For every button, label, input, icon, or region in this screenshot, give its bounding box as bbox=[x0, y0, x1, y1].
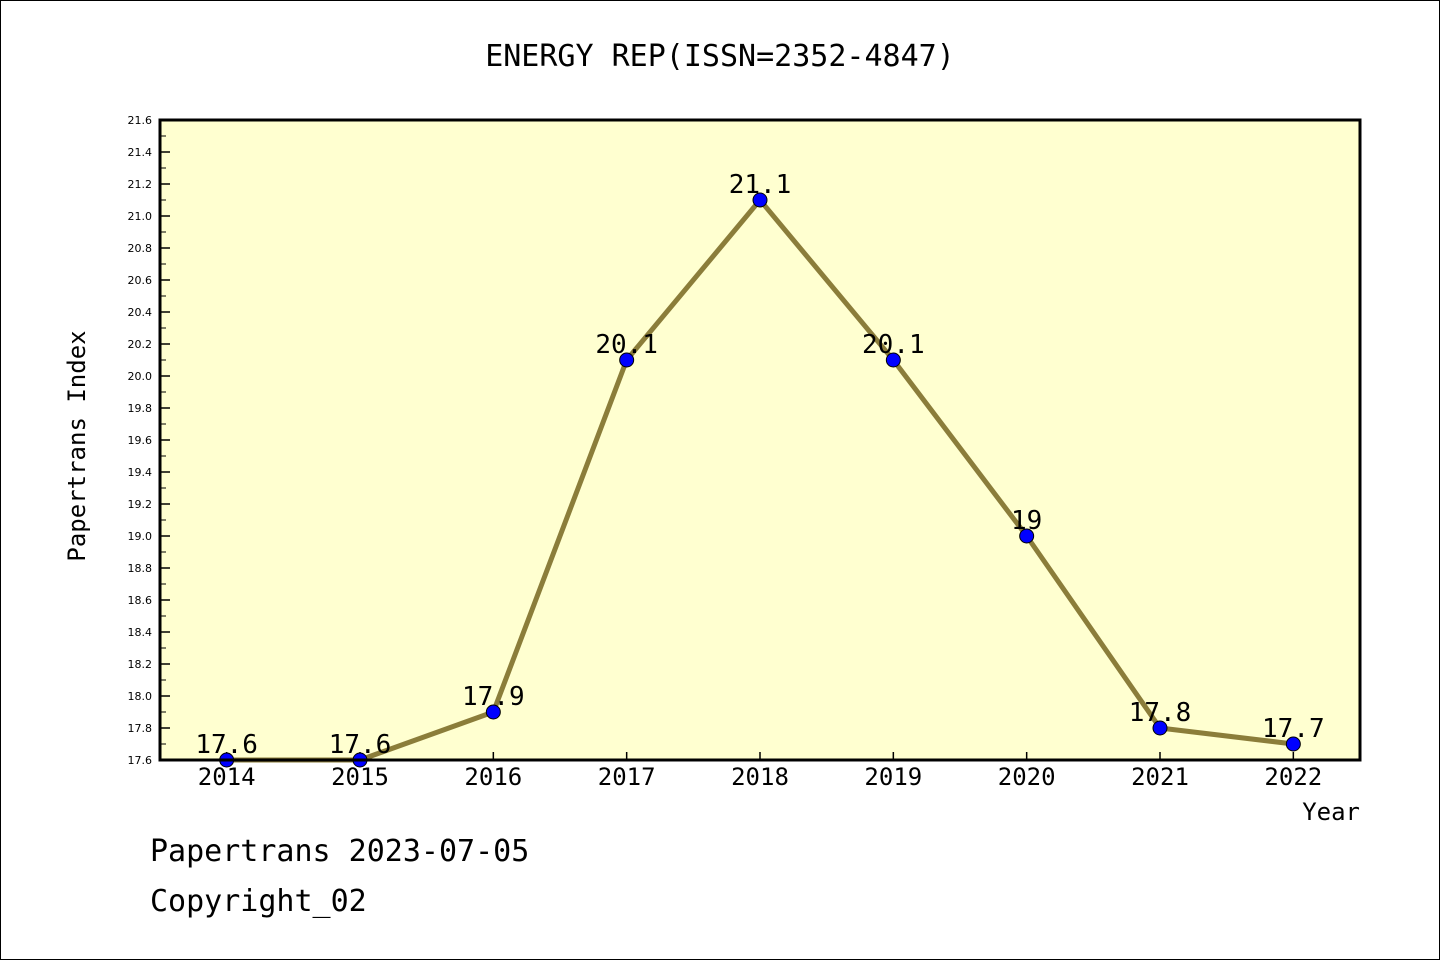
y-axis: 17.6 17.8 18.0 18.2 18.4 18.6 18.8 19.0 19.2 19.4… bbox=[128, 114, 170, 767]
x-tick-label: 2015 bbox=[331, 763, 389, 791]
y-tick-label: 19.4 bbox=[128, 466, 153, 479]
plot-area bbox=[160, 120, 1360, 760]
data-point bbox=[1152, 720, 1168, 736]
y-tick-label: 20.4 bbox=[128, 306, 153, 319]
footer-copyright-text: Copyright_02 bbox=[150, 884, 367, 919]
y-tick-label: 18.0 bbox=[128, 690, 153, 703]
data-label: 17.7 bbox=[1262, 714, 1325, 744]
data-label: 17.8 bbox=[1129, 698, 1192, 728]
data-point bbox=[1019, 528, 1035, 544]
data-label: 17.6 bbox=[195, 730, 258, 760]
data-label: 19 bbox=[1011, 506, 1042, 536]
y-tick-label: 17.8 bbox=[128, 722, 153, 735]
y-tick-label: 18.4 bbox=[128, 626, 153, 639]
x-tick-label: 2020 bbox=[998, 763, 1056, 791]
y-tick-label: 20.8 bbox=[128, 242, 153, 255]
y-tick-label: 21.2 bbox=[128, 178, 153, 191]
x-axis: 2014 2015 2016 2017 2018 2019 2020 2021 2022 bbox=[198, 752, 1322, 791]
data-point bbox=[1285, 736, 1301, 752]
y-axis-label: Papertrans Index bbox=[63, 330, 91, 561]
y-tick-label: 20.0 bbox=[128, 370, 153, 383]
x-tick-label: 2019 bbox=[864, 763, 922, 791]
x-tick-label: 2018 bbox=[731, 763, 789, 791]
y-tick-label: 18.6 bbox=[128, 594, 153, 607]
y-tick-label: 18.8 bbox=[128, 562, 153, 575]
y-tick-label: 17.6 bbox=[128, 754, 153, 767]
plot-border bbox=[158, 118, 1362, 762]
y-tick-label: 19.2 bbox=[128, 498, 153, 511]
x-tick-label: 2016 bbox=[464, 763, 522, 791]
y-tick-label: 21.0 bbox=[128, 210, 153, 223]
footer-date-text: Papertrans 2023-07-05 bbox=[150, 834, 530, 869]
data-label: 21.1 bbox=[729, 170, 792, 200]
y-tick-label: 20.6 bbox=[128, 274, 153, 287]
data-label: 20.1 bbox=[595, 330, 658, 360]
x-tick-label: 2022 bbox=[1264, 763, 1322, 791]
x-tick-label: 2017 bbox=[598, 763, 656, 791]
chart-title: ENERGY REP(ISSN=2352-4847) bbox=[485, 39, 955, 74]
y-tick-label: 21.4 bbox=[128, 146, 153, 159]
data-point bbox=[619, 352, 635, 368]
data-point bbox=[752, 192, 768, 208]
y-tick-label: 19.6 bbox=[128, 434, 153, 447]
series-line-group: 17.6 17.6 17.9 20.1 21.1 20.1 19 17.8 17.7 bbox=[195, 170, 1325, 768]
data-point bbox=[485, 704, 501, 720]
x-axis-label: Year bbox=[1302, 798, 1360, 826]
y-tick-label: 20.2 bbox=[128, 338, 153, 351]
x-tick-label: 2014 bbox=[198, 763, 256, 791]
data-label: 17.6 bbox=[329, 730, 392, 760]
y-tick-label: 19.0 bbox=[128, 530, 153, 543]
y-tick-label: 18.2 bbox=[128, 658, 153, 671]
y-tick-label: 21.6 bbox=[128, 114, 153, 127]
x-tick-label: 2021 bbox=[1131, 763, 1189, 791]
data-label: 17.9 bbox=[462, 682, 525, 712]
data-point bbox=[885, 352, 901, 368]
y-tick-label: 19.8 bbox=[128, 402, 153, 415]
data-label: 20.1 bbox=[862, 330, 925, 360]
